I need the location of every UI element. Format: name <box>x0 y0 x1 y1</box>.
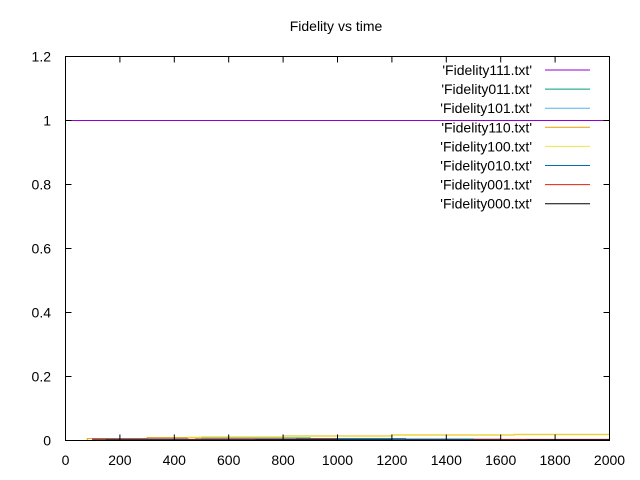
x-tick-label: 400 <box>163 452 187 468</box>
x-tick-label: 1800 <box>540 452 571 468</box>
x-tick-label: 1000 <box>322 452 353 468</box>
x-tick-label: 600 <box>217 452 241 468</box>
y-tick-label: 0.8 <box>32 177 52 193</box>
legend-label: 'Fidelity101.txt' <box>440 100 532 116</box>
y-tick-label: 1 <box>43 113 51 129</box>
x-tick-label: 800 <box>271 452 295 468</box>
legend: 'Fidelity111.txt' 'Fidelity011.txt' 'Fidel… <box>440 62 590 212</box>
legend-label: 'Fidelity001.txt' <box>440 177 532 193</box>
x-tick-label: 2000 <box>594 452 625 468</box>
x-tick-label: 1400 <box>431 452 462 468</box>
axis-layer: 0 200 400 600 800 1000 1200 1400 1600 1800 2000 0 0.… <box>32 49 626 469</box>
x-tick-label: 1200 <box>376 452 407 468</box>
legend-label: 'Fidelity000.txt' <box>440 196 532 212</box>
y-tick-label: 0.4 <box>32 305 52 321</box>
x-tick-label: 1600 <box>485 452 516 468</box>
x-tick-label: 200 <box>108 452 132 468</box>
y-tick-label: 0 <box>43 433 51 449</box>
legend-label: 'Fidelity111.txt' <box>442 62 532 78</box>
y-tick-label: 0.6 <box>32 241 52 257</box>
y-tick-label: 0.2 <box>32 369 52 385</box>
legend-label: 'Fidelity010.txt' <box>440 158 532 174</box>
legend-label: 'Fidelity100.txt' <box>440 138 532 154</box>
chart-title: Fidelity vs time <box>290 18 383 34</box>
x-tick-label: 0 <box>62 452 70 468</box>
y-tick-label: 1.2 <box>32 49 52 65</box>
legend-label: 'Fidelity011.txt' <box>441 81 532 97</box>
legend-label: 'Fidelity110.txt' <box>441 119 532 135</box>
